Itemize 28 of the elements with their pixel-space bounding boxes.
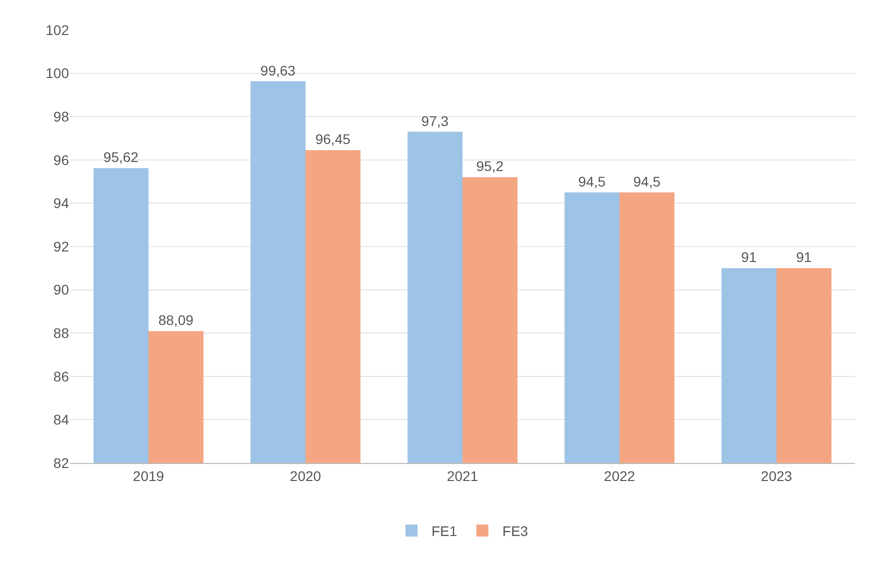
x-tick-label: 2022 (604, 468, 636, 484)
data-label: 95,62 (103, 149, 139, 166)
y-tick-label: 94 (53, 195, 70, 212)
y-tick-label: 86 (53, 368, 70, 384)
y-tick-label: 82 (53, 454, 70, 471)
data-label: 96,45 (315, 131, 351, 148)
y-tick-label: 84 (53, 412, 70, 428)
y-tick-label: 100 (46, 65, 70, 82)
x-tick-label: 2019 (132, 468, 164, 484)
legend-label: FE3 (502, 523, 528, 540)
data-label: 91 (796, 249, 812, 266)
x-tick-label: 2020 (290, 468, 322, 484)
data-label: 95,2 (476, 158, 504, 174)
legend-label: FE1 (432, 523, 458, 540)
data-label: 94,5 (633, 173, 661, 190)
y-tick-label: 102 (46, 22, 70, 38)
data-label: 91 (741, 249, 757, 266)
x-tick-label: 2021 (446, 468, 478, 484)
y-tick-label: 90 (53, 282, 70, 298)
y-tick-label: 92 (53, 238, 70, 254)
y-tick-label: 88 (53, 325, 70, 341)
y-tick-label: 98 (53, 108, 70, 124)
y-tick-label: 96 (53, 152, 70, 168)
data-label: 97,3 (421, 112, 449, 129)
data-label: 99,63 (260, 62, 296, 78)
data-label: 94,5 (578, 173, 606, 190)
x-tick-label: 2023 (760, 468, 792, 484)
data-label: 88,09 (158, 312, 194, 328)
